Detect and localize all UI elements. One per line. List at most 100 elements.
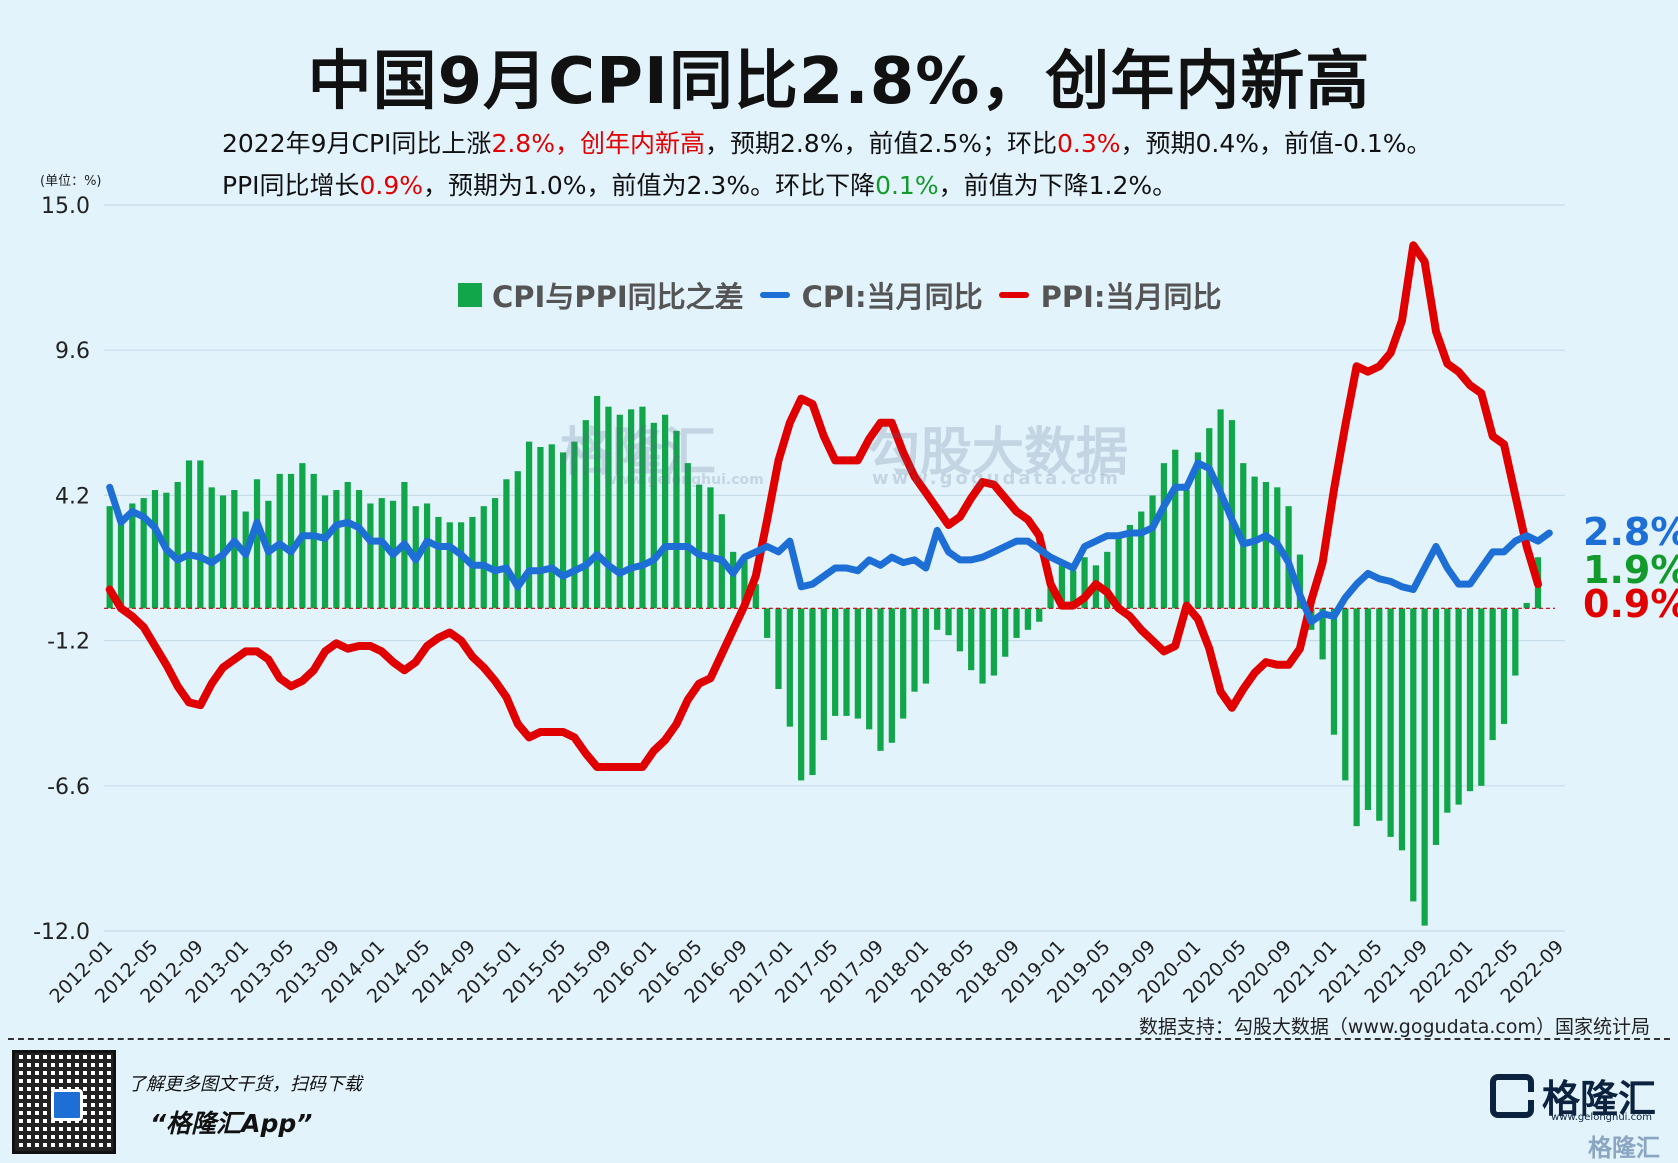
diff-bar xyxy=(730,551,737,609)
diff-bar xyxy=(1444,608,1451,813)
end-label-diff: 1.9% xyxy=(1583,548,1678,592)
legend-cpi-swatch xyxy=(759,292,790,298)
diff-bar xyxy=(775,608,782,689)
diff-bar xyxy=(1115,535,1122,609)
page-title: 中国9月CPI同比2.8%，创年内新高 xyxy=(307,45,1371,119)
diff-bar xyxy=(457,522,465,609)
y-tick-label: 4.2 xyxy=(55,484,90,509)
diff-bar xyxy=(934,608,941,630)
subtitle-cpi-part2: ，预期2.8%，前值2.5%；环比 xyxy=(704,129,1057,158)
y-tick-label: -1.2 xyxy=(47,630,90,655)
y-tick-label: -6.6 xyxy=(47,775,90,800)
diff-bar xyxy=(1342,608,1349,781)
diff-bar xyxy=(1364,608,1372,810)
footer-divider xyxy=(8,1038,1670,1040)
diff-bar xyxy=(1194,452,1202,609)
diff-bar xyxy=(990,608,997,676)
diff-bar xyxy=(593,395,601,609)
brand-g-icon xyxy=(1489,1073,1534,1118)
diff-bar xyxy=(1070,570,1077,609)
diff-bar xyxy=(1398,608,1406,851)
y-tick-label: -12.0 xyxy=(33,920,90,945)
watermark-data: 勾股大数据 xyxy=(868,423,1129,483)
diff-bar xyxy=(140,498,147,609)
diff-bar xyxy=(537,447,544,609)
diff-bar xyxy=(571,441,578,609)
diff-bar xyxy=(480,506,487,609)
diff-bar xyxy=(174,481,181,609)
diff-bar xyxy=(253,479,261,609)
diff-bar xyxy=(197,460,204,609)
diff-bar xyxy=(1319,608,1326,660)
watermark-brand: 格隆汇 xyxy=(560,423,717,483)
diff-bar xyxy=(843,608,850,716)
diff-bar xyxy=(129,503,136,609)
diff-bar xyxy=(1387,608,1394,837)
diff-bar xyxy=(877,608,884,751)
diff-bar xyxy=(1500,608,1508,724)
diff-bar xyxy=(707,487,714,609)
qr-code xyxy=(12,1050,116,1154)
subtitle-ppi-part2: ，预期为1.0%，前值为2.3%。环比下降 xyxy=(423,171,876,200)
diff-bar xyxy=(117,522,125,609)
diff-bar xyxy=(1353,608,1360,827)
subtitle-cpi-highlight1: 2.8%，创年内新高 xyxy=(491,129,705,158)
end-label-cpi: 2.8% xyxy=(1583,510,1678,554)
legend-diff-label: CPI与PPI同比之差 xyxy=(492,280,744,314)
diff-bar xyxy=(911,608,918,692)
diff-bar xyxy=(832,608,839,716)
subtitle-cpi-highlight2: 0.3% xyxy=(1056,129,1121,158)
diff-bar xyxy=(650,422,657,609)
diff-bar xyxy=(1217,409,1224,609)
watermark-brand-url: www.gelonghui.com xyxy=(604,472,764,488)
diff-bar xyxy=(673,430,680,609)
diff-bar xyxy=(1376,608,1383,821)
diff-bar xyxy=(1036,608,1043,622)
diff-bar xyxy=(423,503,431,609)
diff-bar xyxy=(1262,481,1270,609)
subtitle-ppi-highlight2: 0.1% xyxy=(875,171,939,200)
diff-bar xyxy=(1002,608,1009,657)
diff-bar xyxy=(888,608,895,743)
diff-bar xyxy=(333,490,340,609)
diff-bar xyxy=(1206,428,1213,609)
diff-bar xyxy=(968,608,975,671)
diff-bar xyxy=(367,503,374,609)
diff-bar xyxy=(628,409,635,609)
diff-bar xyxy=(1478,608,1485,786)
diff-bar xyxy=(1126,524,1134,609)
diff-bar xyxy=(900,608,907,719)
y-tick-label: 9.6 xyxy=(55,339,90,364)
diff-bar xyxy=(1421,608,1428,926)
diff-bar xyxy=(979,608,986,684)
diff-bar xyxy=(752,584,759,609)
legend-diff-swatch xyxy=(458,283,482,307)
diff-bar xyxy=(1058,565,1066,609)
unit-label: (单位：%) xyxy=(40,174,102,189)
diff-bar xyxy=(1149,495,1156,609)
diff-bar xyxy=(1489,608,1496,741)
diff-bar xyxy=(378,498,385,609)
diff-bar xyxy=(741,559,748,609)
brand-logo: 格隆汇 xyxy=(1489,1068,1656,1123)
diff-bar xyxy=(820,608,827,741)
brand-name: 格隆汇 xyxy=(1541,1077,1656,1121)
diff-bar xyxy=(321,495,329,609)
diff-bar xyxy=(1455,608,1462,805)
diff-bar xyxy=(809,608,816,776)
diff-bar xyxy=(242,511,249,609)
diff-bar xyxy=(1138,511,1145,609)
promo-text: 了解更多图文干货，扫码下载 xyxy=(128,1074,362,1095)
diff-bar xyxy=(1013,608,1020,638)
diff-bar xyxy=(287,473,295,609)
diff-bar xyxy=(1160,463,1168,609)
diff-bar xyxy=(514,471,521,609)
diff-bar xyxy=(639,406,646,609)
diff-bar xyxy=(1410,608,1417,902)
diff-bar xyxy=(446,522,453,609)
diff-bar xyxy=(956,608,963,652)
y-axis-labels: 15.0 9.6 4.2 -1.2 -6.6 -12.0 xyxy=(33,194,90,945)
diff-bar xyxy=(106,506,113,609)
diff-bar xyxy=(1523,602,1530,609)
